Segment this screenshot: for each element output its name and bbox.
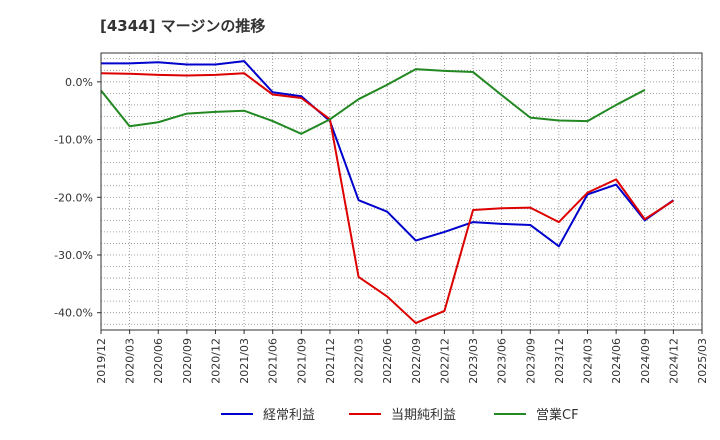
x-tick-label: 2021/03: [238, 338, 251, 384]
x-tick-label: 2023/12: [553, 338, 566, 384]
y-tick-label: -30.0%: [54, 249, 93, 262]
x-tick-label: 2024/09: [639, 338, 652, 384]
x-tick-label: 2023/06: [496, 338, 509, 384]
x-tick-label: 2019/12: [95, 338, 108, 384]
plot-frame: [100, 52, 703, 331]
x-tick-label: 2024/12: [667, 338, 680, 384]
grid-lines: [101, 53, 702, 330]
series-line: [100, 68, 646, 135]
x-tick-label: 2021/12: [324, 338, 337, 384]
x-tick-label: 2023/03: [467, 338, 480, 384]
y-tick-label: -10.0%: [54, 134, 93, 147]
x-tick-label: 2024/03: [582, 338, 595, 384]
series-line: [101, 60, 674, 248]
x-tick-label: 2020/03: [124, 338, 137, 384]
y-tick-label: -20.0%: [54, 191, 93, 204]
series-lines: [100, 60, 674, 325]
x-axis-ticks: 2019/12 2020/03 2020/06 2020/09 2020/12 2021/…: [95, 330, 709, 384]
x-tick-label: 2025/03: [696, 338, 709, 384]
y-tick-label: -40.0%: [54, 307, 93, 320]
x-tick-label: 2022/03: [353, 338, 366, 384]
x-tick-label: 2020/06: [152, 338, 165, 384]
x-tick-label: 2021/09: [295, 338, 308, 384]
y-tick-label: 0.0%: [65, 76, 93, 89]
y-axis-ticks: 0.0% -10.0% -20.0% -30.0% -40.0%: [54, 76, 101, 320]
plot-area: [101, 53, 702, 330]
x-tick-label: 2023/09: [524, 338, 537, 384]
chart-title: [4344] マージンの推移: [100, 17, 265, 35]
legend-label: 当期純利益: [391, 408, 456, 423]
x-tick-label: 2020/12: [209, 338, 222, 384]
legend: 経常利益 当期純利益 営業CF: [221, 407, 579, 423]
x-tick-label: 2021/06: [267, 338, 280, 384]
x-tick-label: 2022/09: [410, 338, 423, 384]
legend-label: 営業CF: [536, 407, 579, 423]
series-line: [100, 72, 674, 325]
legend-label: 経常利益: [263, 408, 315, 423]
x-tick-label: 2024/06: [610, 338, 623, 384]
x-tick-label: 2022/06: [381, 338, 394, 384]
x-tick-label: 2022/12: [438, 338, 451, 384]
x-tick-label: 2020/09: [181, 338, 194, 384]
